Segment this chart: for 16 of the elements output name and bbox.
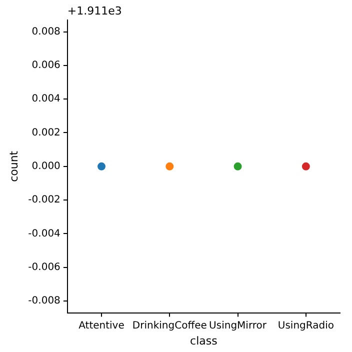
y-tick-label: -0.004 bbox=[28, 228, 60, 240]
text: +1.911e3 bbox=[67, 4, 122, 18]
y-tick-label: 0.008 bbox=[32, 26, 60, 38]
y-tick-label: 0.002 bbox=[32, 127, 60, 138]
x-tick-label: UsingMirror bbox=[209, 320, 268, 332]
y-tick-label: 0.004 bbox=[32, 94, 60, 105]
x-tick-label: DrinkingCoffee bbox=[132, 320, 207, 332]
y-tick-label: -0.002 bbox=[28, 194, 60, 206]
y-tick-label: 0.006 bbox=[32, 60, 60, 72]
y-axis-title: count bbox=[7, 150, 20, 182]
y-tick-label: 0.000 bbox=[32, 160, 60, 172]
x-axis-title: class bbox=[190, 334, 218, 348]
y-tick-label: -0.008 bbox=[28, 296, 60, 307]
x-tick-label: UsingRadio bbox=[278, 320, 334, 332]
y-tick-label: -0.006 bbox=[28, 262, 60, 273]
x-tick-label: Attentive bbox=[78, 320, 124, 332]
